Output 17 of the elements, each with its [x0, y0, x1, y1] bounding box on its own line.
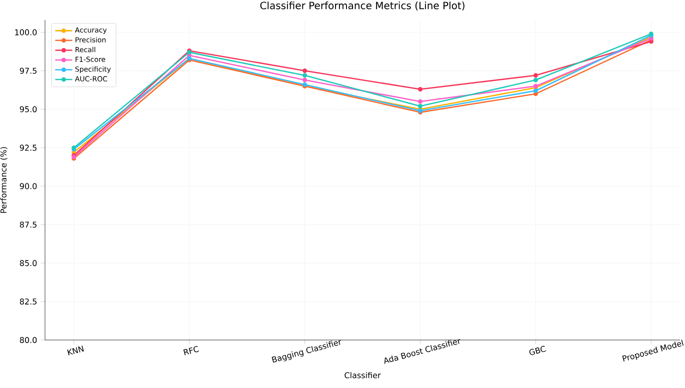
x-tick-label: Bagging Classifier — [272, 340, 342, 363]
x-tick-label: RFC — [183, 346, 199, 356]
y-tick-label: 95.0 — [20, 106, 37, 112]
y-tick-label: 87.5 — [20, 222, 36, 228]
x-tick-label: GBC — [529, 346, 546, 356]
y-tick-label: 97.5 — [20, 68, 36, 74]
y-tick-label: 90.0 — [20, 183, 37, 190]
chart-title: Classifier Performance Metrics (Line Plot) — [260, 2, 464, 10]
y-tick-label: 82.5 — [20, 298, 36, 305]
x-tick-label: Ada Boost Classifier — [384, 338, 460, 364]
y-axis-title: Performance (%) — [0, 147, 8, 213]
x-axis-title: Classifier — [344, 372, 381, 378]
y-tick-label: 85.0 — [20, 260, 37, 266]
y-tick-label: 92.5 — [20, 144, 36, 151]
x-tick-label: KNN — [67, 346, 84, 356]
y-tick-label: 80.0 — [20, 336, 37, 344]
y-tick-label: 100.0 — [15, 29, 37, 36]
